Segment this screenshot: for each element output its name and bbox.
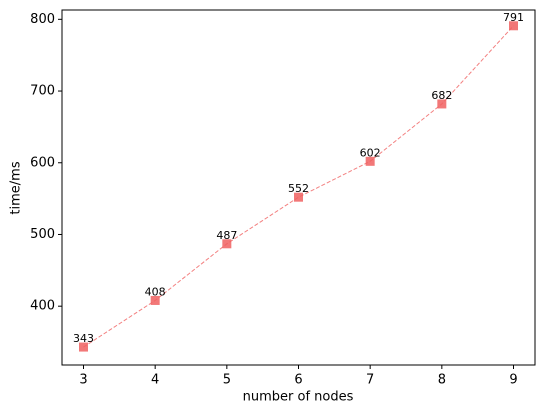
x-tick-label: 8 [438,373,446,388]
data-label: 552 [288,182,309,195]
y-tick-label: 600 [30,155,55,170]
marker [222,239,232,249]
y-tick-label: 500 [30,227,55,242]
data-label: 487 [216,229,237,242]
y-tick-label: 800 [30,12,55,27]
data-label: 682 [431,89,452,102]
x-axis-label: number of nodes [243,390,354,405]
data-label: 791 [503,11,524,24]
marker [294,192,303,202]
x-tick-label: 3 [79,373,87,388]
x-tick-label: 4 [151,373,159,388]
marker [365,156,375,166]
x-tick-label: 5 [223,373,231,388]
y-tick-label: 400 [30,299,55,314]
data-label: 343 [73,332,94,345]
marker [437,99,447,109]
marker [150,295,160,305]
marker [509,21,518,31]
data-label: 602 [360,146,381,159]
y-tick-label: 700 [30,84,55,99]
data-label: 408 [145,285,166,298]
x-tick-label: 6 [294,373,302,388]
x-tick-label: 9 [509,373,517,388]
x-tick-label: 7 [366,373,374,388]
y-axis-label: time/ms [9,161,24,214]
marker [79,342,88,352]
